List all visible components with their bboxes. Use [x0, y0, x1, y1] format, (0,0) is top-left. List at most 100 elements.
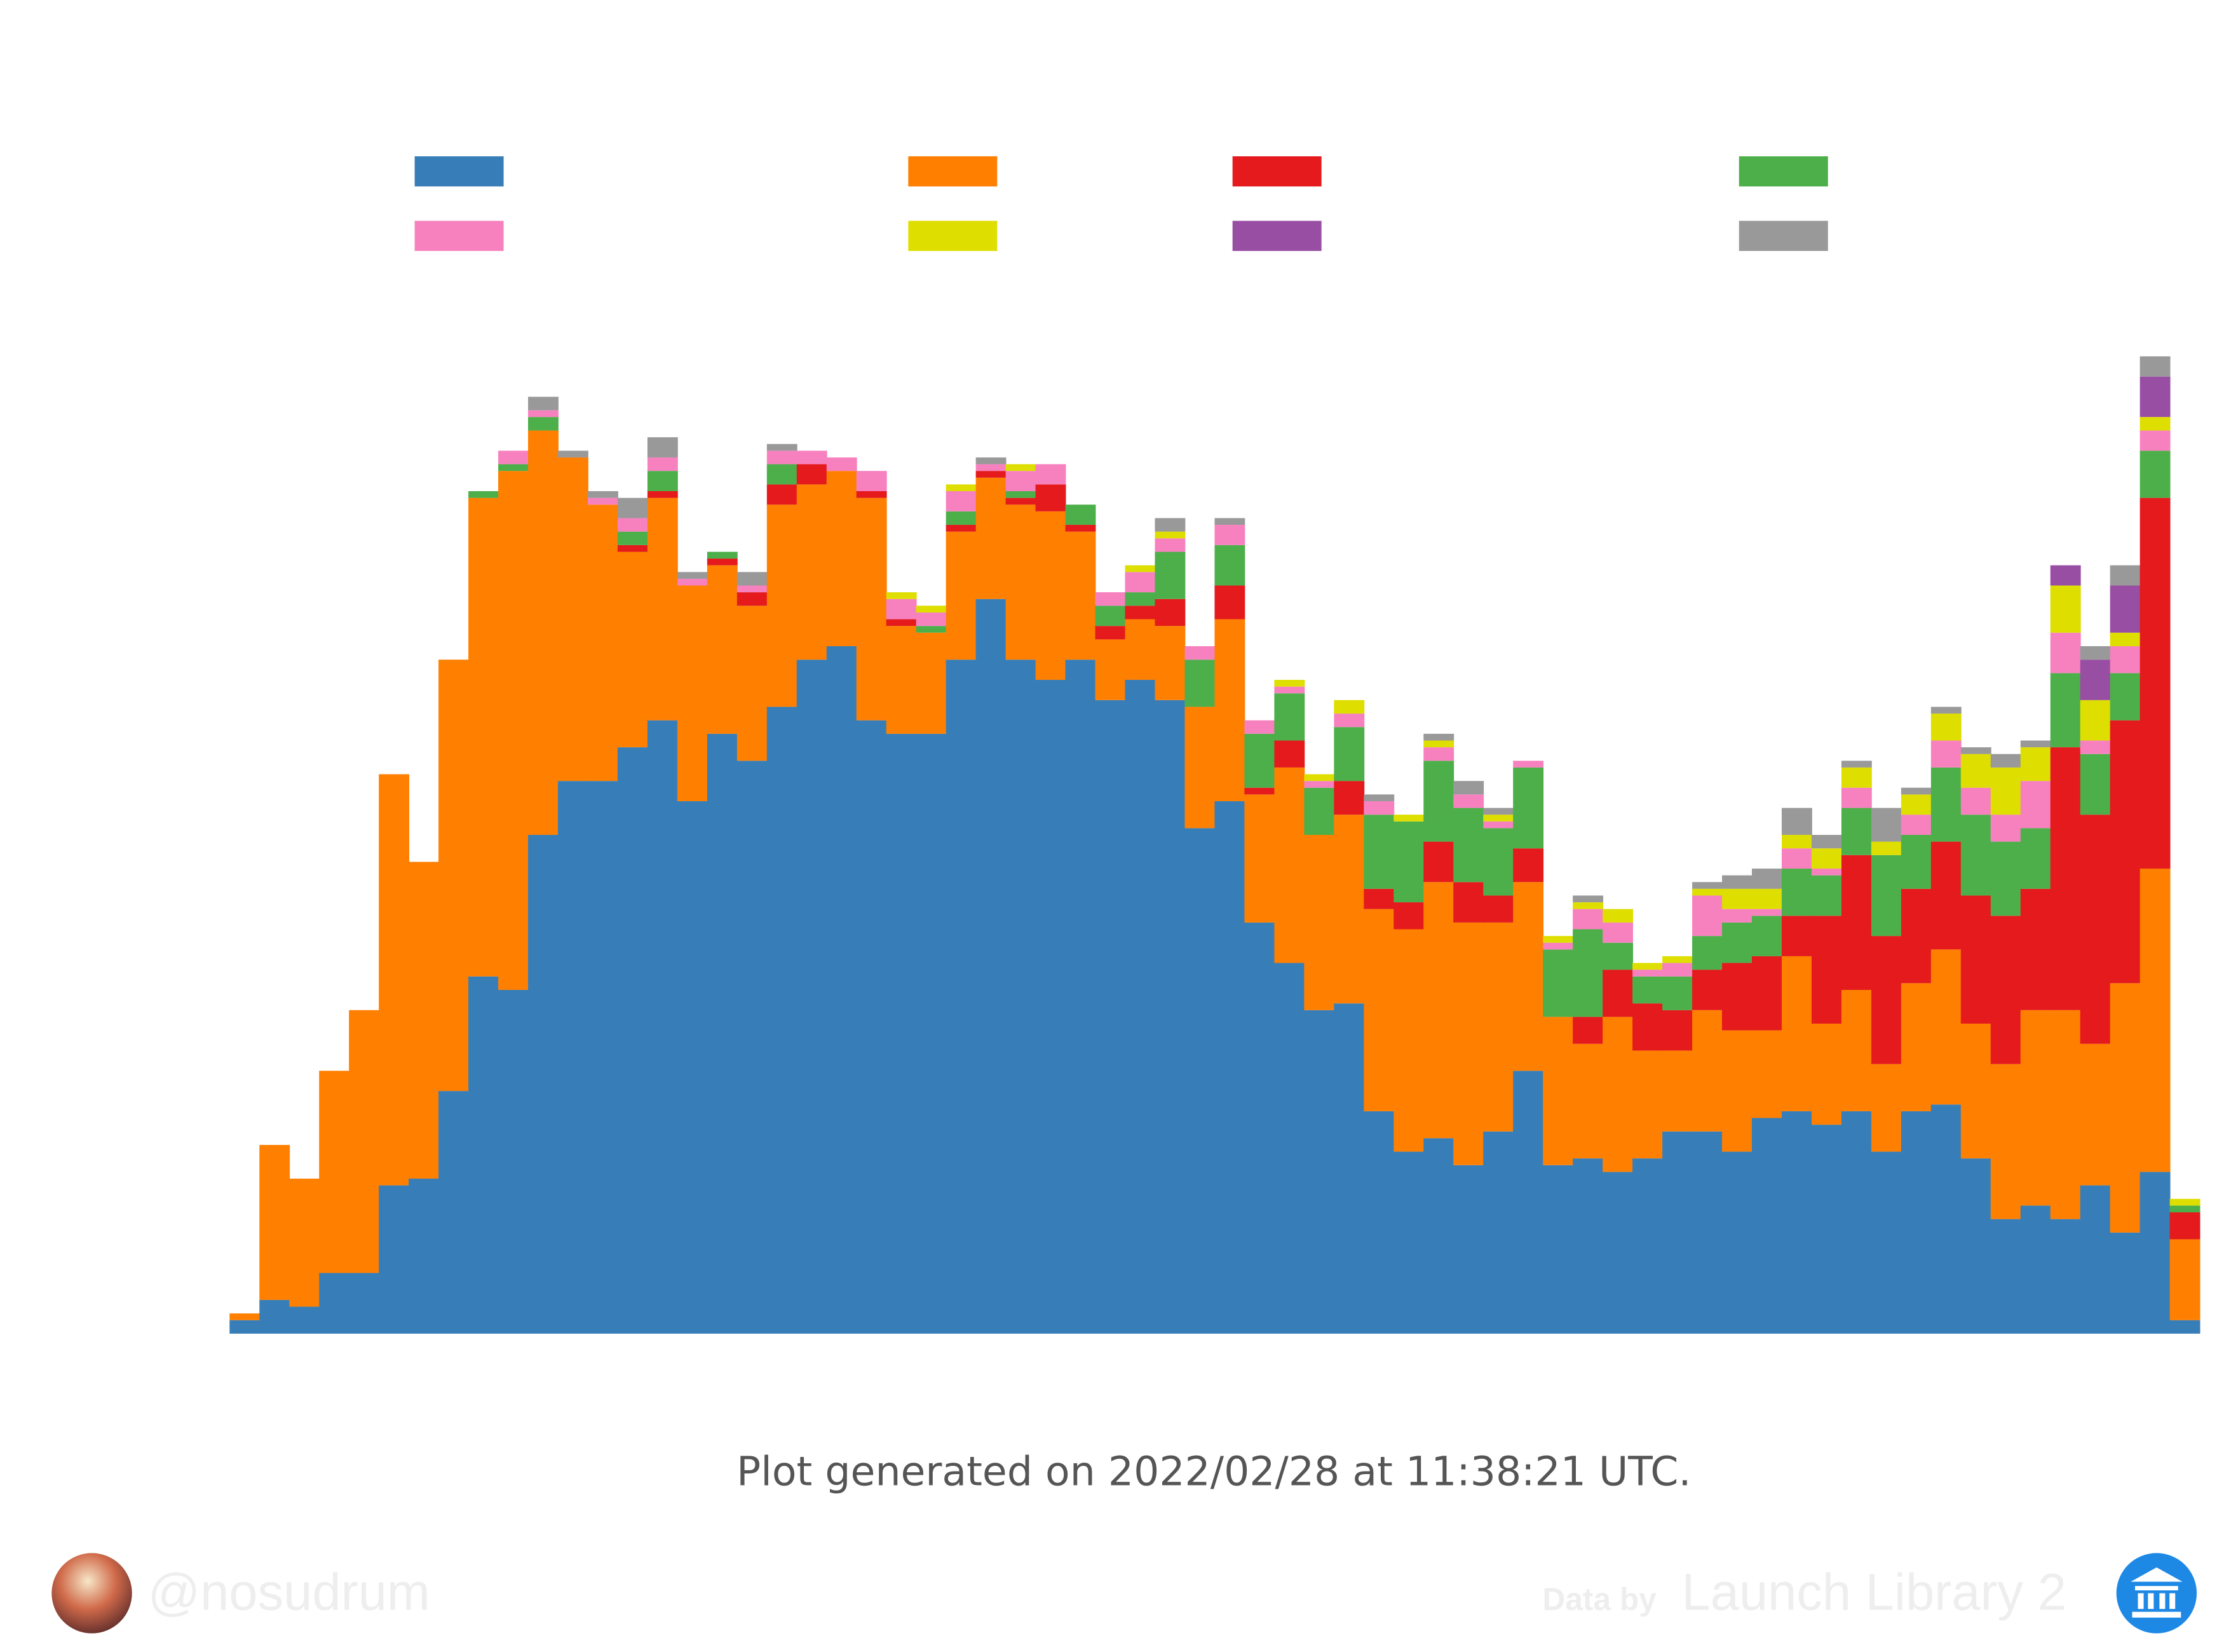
bar-segment	[856, 720, 887, 1334]
bar-segment	[1751, 916, 1782, 956]
bar-segment	[1751, 1118, 1782, 1334]
bar-segment	[1065, 660, 1096, 1334]
bar-segment	[2110, 632, 2141, 646]
bar-segment	[438, 660, 469, 1092]
bar-segment	[1244, 922, 1275, 1334]
bar-segment	[766, 707, 797, 1334]
bar-segment	[1662, 963, 1693, 977]
bar-segment	[1035, 464, 1066, 485]
bar-segment	[1990, 754, 2021, 768]
bar-segment	[617, 545, 648, 552]
bar-segment	[1871, 808, 1902, 842]
bar-segment	[2050, 565, 2081, 586]
legend-swatch	[908, 156, 998, 187]
bar-segment	[1274, 680, 1305, 687]
bar-segment	[707, 733, 738, 1334]
bar-segment	[1841, 989, 1872, 1111]
bar-segment	[2110, 1232, 2141, 1334]
bar-segment	[2139, 498, 2171, 869]
bar-segment	[2020, 1010, 2051, 1206]
bar-segment	[1244, 787, 1275, 795]
bar-segment	[1990, 1219, 2021, 1334]
bar-segment	[2080, 660, 2111, 700]
bar-segment	[1901, 888, 1932, 984]
bar-segment	[438, 1091, 469, 1334]
legend	[414, 156, 1828, 251]
bar-segment	[617, 747, 648, 1334]
bar-segment	[1304, 781, 1335, 788]
bar-segment	[468, 976, 499, 1334]
bar-segment	[975, 464, 1007, 471]
bar-segment	[319, 1273, 350, 1334]
bar-segment	[2169, 1198, 2200, 1206]
bar-segment	[1214, 545, 1245, 586]
bar-segment	[647, 457, 678, 471]
bar-segment	[1543, 949, 1574, 1017]
bar-segment	[1274, 767, 1305, 963]
bar-segment	[1632, 1003, 1663, 1051]
bar-segment	[1334, 727, 1365, 782]
credit-prefix: Data by	[1542, 1581, 1657, 1617]
bar-segment	[1573, 1017, 1604, 1044]
bar-segment	[647, 498, 678, 721]
bar-segment	[975, 457, 1007, 464]
bar-segment	[2050, 1219, 2081, 1334]
bar-segment	[1781, 869, 1812, 916]
bar-segment	[946, 491, 977, 511]
bar-segment	[1662, 956, 1693, 963]
bar-segment	[1184, 646, 1216, 660]
bar-segment	[468, 491, 499, 498]
bar-segment	[1155, 700, 1186, 1334]
bar-segment	[1304, 787, 1335, 835]
bar-segment	[1871, 841, 1902, 855]
bar-segment	[1692, 1131, 1723, 1334]
bar-segment	[229, 1320, 261, 1334]
bar-segment	[1125, 592, 1156, 606]
bar-segment	[1244, 794, 1275, 923]
bar-segment	[796, 660, 827, 1334]
bar-segment	[1364, 794, 1395, 801]
bar-segment	[1005, 471, 1036, 492]
bar-segment	[1095, 700, 1126, 1334]
legend-swatch	[1739, 156, 1828, 187]
legend-swatch	[908, 220, 998, 251]
bar-segment	[1334, 781, 1365, 815]
bar-segment	[1930, 1104, 1962, 1334]
bar-segment	[1573, 1043, 1604, 1159]
bar-segment	[1722, 922, 1753, 963]
bar-segment	[1483, 1131, 1514, 1334]
bar-segment	[766, 484, 797, 505]
bar-segment	[2050, 673, 2081, 748]
bar-segment	[558, 450, 588, 457]
bar-segment	[1334, 815, 1365, 1004]
bar-segment	[1393, 821, 1425, 903]
legend-swatch	[1232, 220, 1322, 251]
bar-segment	[1393, 929, 1425, 1152]
bar-segment	[1513, 767, 1544, 849]
bar-segment	[2080, 1185, 2111, 1334]
bar-segment	[1334, 700, 1365, 714]
bar-segment	[1423, 761, 1454, 842]
bar-segment	[856, 491, 887, 498]
bar-segment	[1990, 767, 2021, 815]
author: @nosudrum	[148, 1563, 430, 1621]
bar-segment	[766, 504, 797, 707]
bar-segment	[1722, 875, 1753, 889]
bar-segment	[1990, 841, 2021, 916]
bar-segment	[1543, 936, 1574, 943]
bar-segment	[856, 471, 887, 492]
bar-segment	[1573, 909, 1604, 930]
bar-segment	[2080, 754, 2111, 815]
bar-segment	[1871, 1151, 1902, 1334]
bar-segment	[2050, 1010, 2081, 1219]
bar-segment	[1751, 1030, 1782, 1118]
bar-segment	[1453, 794, 1484, 808]
bar-segment	[2080, 740, 2111, 754]
bar-segment	[1662, 976, 1693, 1010]
bar-segment	[886, 733, 917, 1334]
bar-segment	[1125, 606, 1156, 620]
legend-swatch	[414, 220, 504, 251]
bar-segment	[1990, 916, 2021, 1064]
bar-segment	[1811, 1125, 1842, 1334]
bar-segment	[1841, 767, 1872, 788]
